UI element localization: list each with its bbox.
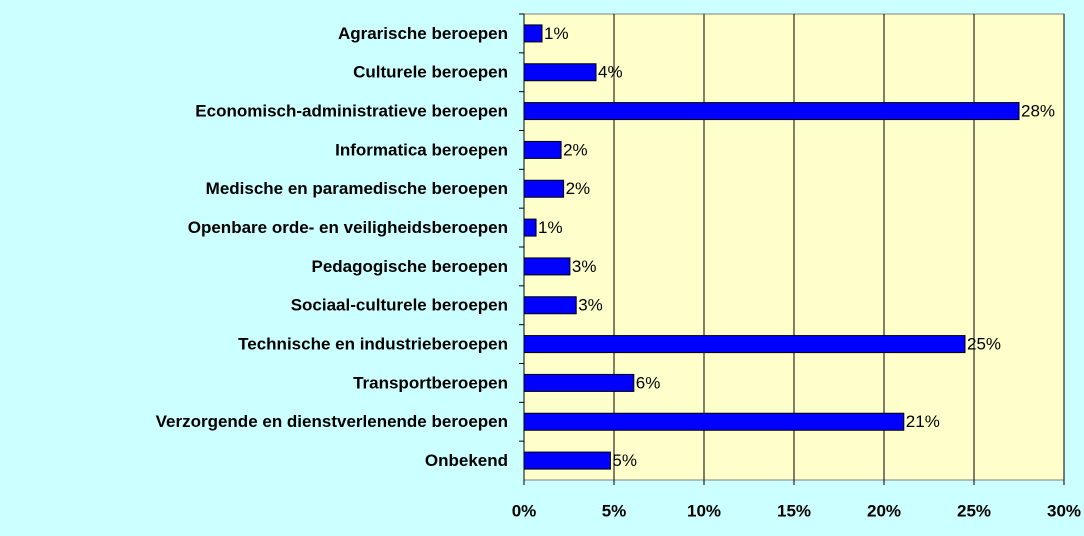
y-tick-label: Verzorgende en dienstverlenende beroepen (156, 412, 508, 431)
y-tick-label: Sociaal-culturele beroepen (291, 296, 508, 315)
x-tick-label: 30% (1047, 501, 1081, 520)
value-label: 3% (572, 257, 597, 276)
value-label: 28% (1021, 102, 1055, 121)
bar (523, 63, 597, 82)
y-tick-label: Economisch-administratieve beroepen (195, 102, 508, 121)
y-tick-label: Technische en industrieberoepen (238, 335, 508, 354)
x-tick-label: 5% (602, 501, 627, 520)
y-tick-label: Medische en paramedische beroepen (206, 179, 508, 198)
bar (523, 218, 537, 237)
bar (523, 412, 905, 431)
y-tick-label: Culturele beroepen (353, 63, 508, 82)
bar (523, 179, 565, 198)
bar (523, 296, 577, 315)
y-tick-label: Onbekend (425, 451, 508, 470)
value-label: 1% (544, 24, 569, 43)
bar (523, 373, 635, 392)
value-label: 6% (636, 373, 661, 392)
y-tick-label: Informatica beroepen (335, 140, 508, 159)
x-tick-label: 20% (867, 501, 901, 520)
value-label: 4% (598, 63, 623, 82)
value-label: 1% (538, 218, 563, 237)
x-tick-label: 10% (687, 501, 721, 520)
x-tick-label: 15% (777, 501, 811, 520)
bar (523, 335, 966, 354)
bar (523, 24, 543, 43)
y-tick-label: Agrarische beroepen (338, 24, 508, 43)
y-tick-label: Openbare orde- en veiligheidsberoepen (188, 218, 508, 237)
bar (523, 451, 611, 470)
y-tick-label: Transportberoepen (353, 373, 508, 392)
value-label: 21% (906, 412, 940, 431)
value-label: 2% (563, 140, 588, 159)
value-label: 25% (967, 335, 1001, 354)
x-tick-label: 0% (512, 501, 537, 520)
x-tick-label: 25% (957, 501, 991, 520)
y-tick-label: Pedagogische beroepen (312, 257, 509, 276)
value-label: 5% (612, 451, 637, 470)
bar (523, 102, 1020, 121)
bar (523, 257, 571, 276)
bar (523, 140, 562, 159)
value-label: 3% (578, 296, 603, 315)
value-label: 2% (566, 179, 591, 198)
